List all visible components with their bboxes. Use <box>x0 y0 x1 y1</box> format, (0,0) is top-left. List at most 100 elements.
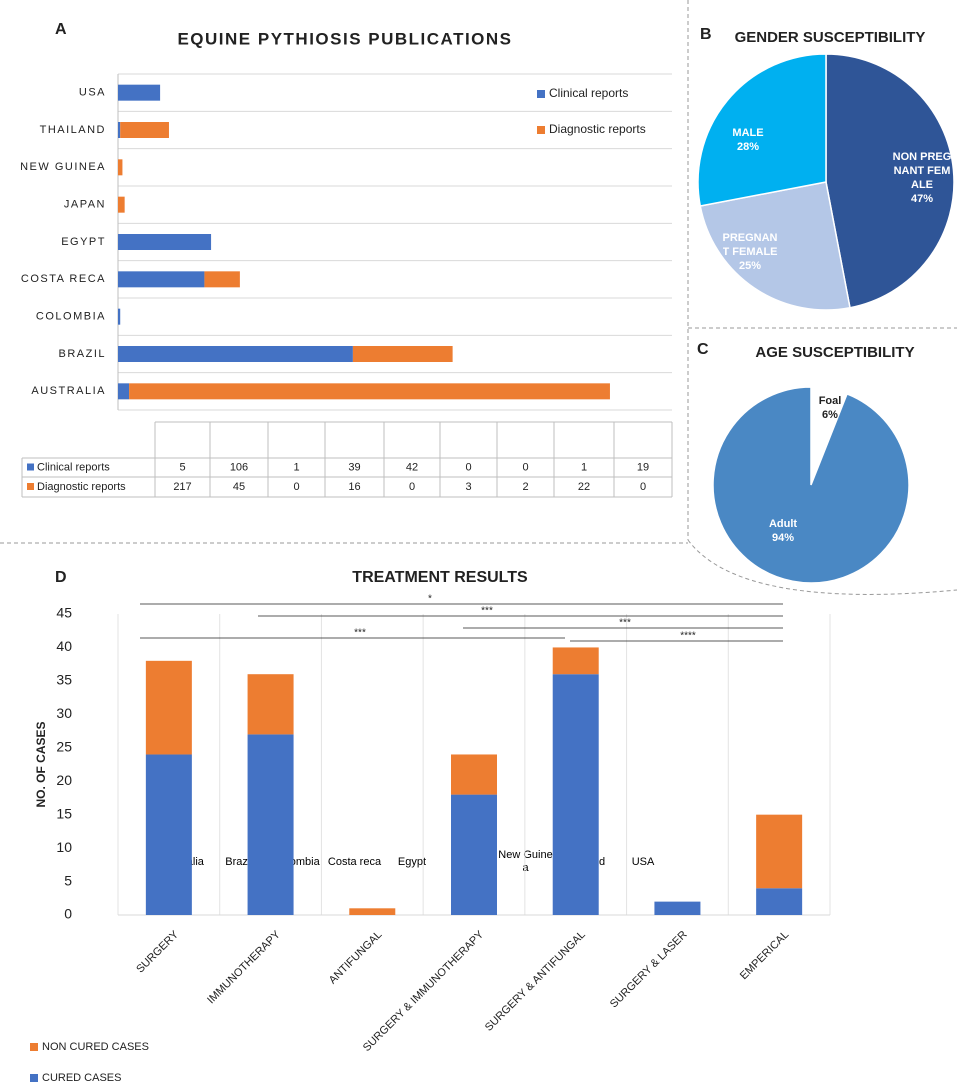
table-cell: 39 <box>348 461 360 473</box>
table-cell: 3 <box>465 481 471 493</box>
table-cell: 5 <box>179 461 185 473</box>
bar <box>118 159 123 176</box>
table-header: USA <box>631 855 655 868</box>
table-row-label: Diagnostic reports <box>37 481 126 493</box>
pie-value-label: 47% <box>910 193 934 205</box>
panel-label: B <box>700 26 712 43</box>
pie-slice <box>712 386 910 584</box>
legend-label: Diagnostic reports <box>549 122 646 136</box>
y-tick-label: USA <box>79 87 106 99</box>
table-cell: 0 <box>640 481 646 493</box>
bar <box>145 660 192 755</box>
legend-swatch <box>537 126 545 134</box>
y-tick-label: 25 <box>56 738 72 754</box>
significance-label: **** <box>680 631 696 642</box>
pie-label-box: Adult 94% <box>758 491 808 571</box>
bar <box>247 674 294 735</box>
y-tick-label: 0 <box>64 906 72 922</box>
table-cell: 0 <box>522 461 528 473</box>
legend-swatch <box>537 90 545 98</box>
y-tick-label: EGYPT <box>61 236 106 248</box>
bar <box>204 271 240 288</box>
bar <box>118 234 212 250</box>
chart-title: TREATMENT RESULTS <box>352 569 528 586</box>
table-header-group: AustraliaBrazilColombiaCosta recaEgyptJa… <box>161 849 654 874</box>
panel-label: D <box>55 569 67 586</box>
legend-label: CURED CASES <box>42 1072 121 1084</box>
y-tick-label: JAPAN <box>64 199 106 211</box>
bar <box>352 346 453 362</box>
pie-label: NON PREGNANT FEMALE 47% <box>892 138 952 218</box>
pie-label-box: PREGNANT FEMALE 25% <box>723 212 778 292</box>
y-tick-label: 15 <box>56 805 72 821</box>
pie-value-label: 28% <box>736 141 760 153</box>
bar <box>118 196 125 213</box>
pie-value-label: 6% <box>822 409 838 421</box>
x-tick-label: ANTIFUNGAL <box>327 929 385 987</box>
y-tick-label: NEW GUINEA <box>20 161 106 173</box>
table-cell: 45 <box>233 481 245 493</box>
bar <box>118 84 161 101</box>
y-tick-label: 45 <box>56 605 72 621</box>
significance-label: *** <box>354 628 366 639</box>
y-tick-label: COSTA RECA <box>21 273 106 285</box>
panel-label: A <box>55 21 67 38</box>
pie-slice <box>699 181 851 311</box>
y-tick-label: 10 <box>56 839 72 855</box>
table-header: New Guinea <box>498 849 553 874</box>
legend-swatch <box>30 1043 38 1051</box>
pie-label-text: NON PREGNANT FEMALE <box>892 151 952 191</box>
bar <box>118 308 121 325</box>
bar <box>349 908 396 915</box>
legend-swatch <box>30 1074 38 1082</box>
table-cell: 2 <box>522 481 528 493</box>
pie-label: MALE 28% <box>723 100 773 180</box>
bar <box>118 271 205 288</box>
x-tick-label: EMPERICAL <box>738 929 791 982</box>
significance-label: *** <box>481 606 493 617</box>
pie-value-label: 25% <box>738 260 762 272</box>
x-tick-label: IMMUNOTHERAPY <box>205 928 283 1006</box>
y-tick-label: 35 <box>56 672 72 688</box>
pie-label-text: Adult <box>768 518 798 530</box>
x-tick-label: SURGERY & ANTIFUNGAL <box>483 929 588 1034</box>
bar <box>247 734 294 915</box>
table-cell: 0 <box>293 481 299 493</box>
bar <box>654 901 701 915</box>
pie-label-box: Foal 6% <box>810 368 850 448</box>
pie-label-box: MALE 28% <box>723 100 773 180</box>
bar <box>120 122 169 138</box>
table-cell: 1 <box>293 461 299 473</box>
table-cell: 106 <box>230 461 248 473</box>
table-cell: 19 <box>637 461 649 473</box>
y-tick-label: 20 <box>56 772 72 788</box>
chart-title: EQUINE PYTHIOSIS PUBLICATIONS <box>177 29 512 48</box>
y-axis-label: NO. OF CASES <box>34 721 48 807</box>
pie-label-box: NON PREGNANT FEMALE 47% <box>892 138 952 218</box>
chart-title: AGE SUSCEPTIBILITY <box>755 344 914 361</box>
table-row-label: Clinical reports <box>37 461 110 473</box>
bar <box>129 383 610 400</box>
table-cell: 217 <box>173 481 191 493</box>
table-cell: 0 <box>465 461 471 473</box>
pie-label: Adult 94% <box>758 491 808 571</box>
table-header: Costa reca <box>327 855 382 868</box>
pie-label: Foal 6% <box>810 368 850 448</box>
significance-label: * <box>428 594 432 605</box>
legend-label: NON CURED CASES <box>42 1041 149 1053</box>
table-cell: 42 <box>406 461 418 473</box>
chart-title: GENDER SUSCEPTIBILITY <box>735 29 926 46</box>
pie-label-text: PREGNANT FEMALE <box>722 232 778 258</box>
bar <box>451 794 497 915</box>
legend-swatch <box>27 463 34 471</box>
table-cell: 1 <box>581 461 587 473</box>
x-tick-label: SURGERY & IMMUNOTHERAPY <box>361 928 487 1054</box>
bar <box>552 674 599 915</box>
bar <box>118 383 130 400</box>
y-tick-label: 40 <box>56 638 72 654</box>
bar <box>756 814 803 889</box>
bar <box>552 647 599 675</box>
panel-label: C <box>697 341 709 358</box>
pie-slice <box>825 53 955 309</box>
